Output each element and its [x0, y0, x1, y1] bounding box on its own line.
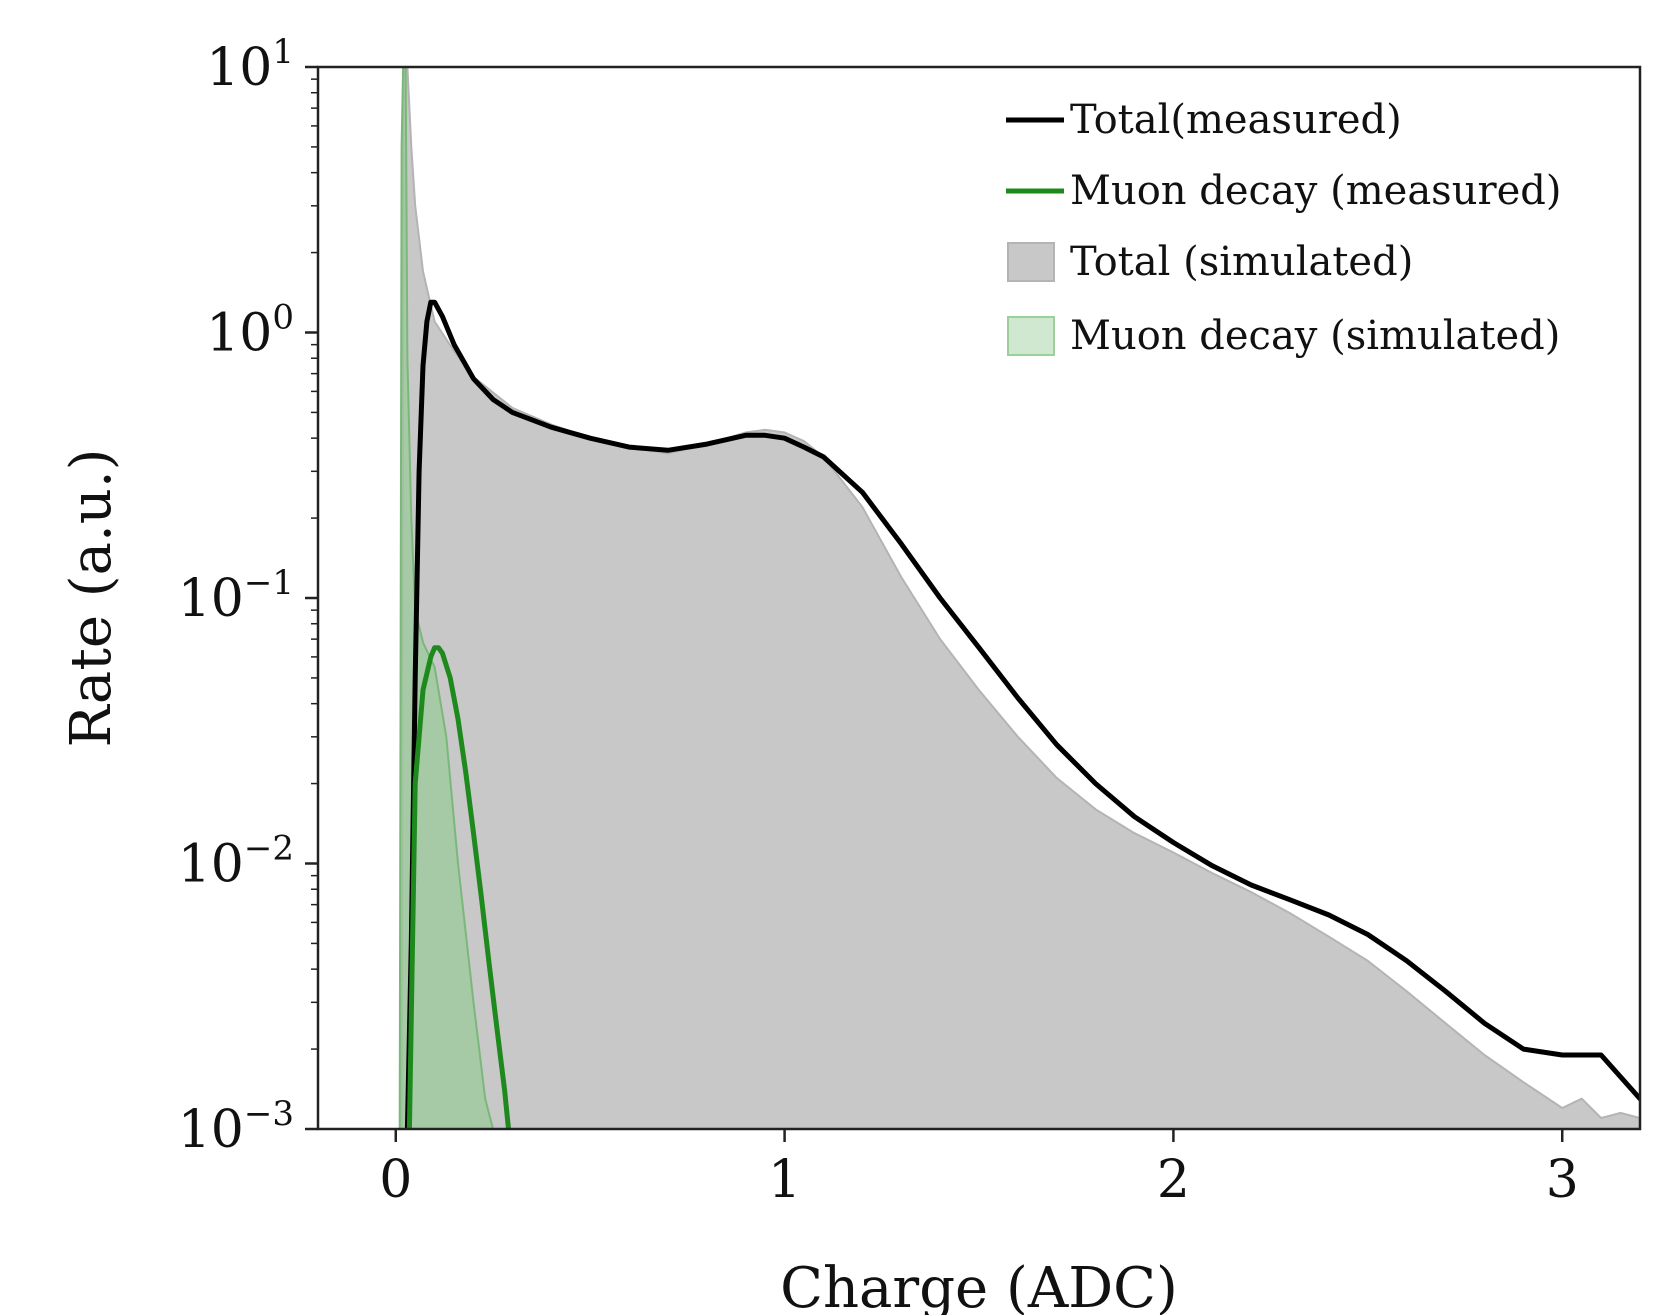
legend: Total(measured) Muon decay (measured) To… [1006, 97, 1561, 359]
y-tick-label: 10−1 [178, 563, 294, 629]
x-axis: 0 1 2 3 [379, 1129, 1579, 1210]
y-axis: 10−3 10−2 10−1 100 101 [178, 32, 318, 1160]
legend-swatch-total-simulated [1007, 242, 1055, 282]
x-axis-title: Charge (ADC) [780, 1256, 1178, 1315]
series-muon-decay-simulated [398, 67, 495, 1129]
legend-label-muon-measured: Muon decay (measured) [1070, 168, 1561, 214]
y-tick-label: 10−3 [178, 1094, 294, 1160]
y-tick-label: 101 [206, 32, 294, 98]
x-tick-label: 1 [768, 1150, 801, 1210]
y-axis-title: Rate (a.u.) [59, 448, 124, 747]
legend-label-total-simulated: Total (simulated) [1070, 239, 1413, 285]
legend-label-total-measured: Total(measured) [1070, 97, 1402, 143]
x-tick-label: 2 [1157, 1150, 1190, 1210]
y-tick-label: 100 [206, 298, 294, 364]
series-muon-decay-measured [406, 645, 511, 1129]
series-total-measured [404, 299, 1640, 1129]
legend-swatch-muon-simulated [1007, 316, 1055, 356]
series-total-simulated [400, 67, 1640, 1129]
y-tick-label: 10−2 [178, 829, 294, 895]
plot-area [398, 67, 1640, 1129]
x-tick-label: 0 [379, 1150, 412, 1210]
legend-label-muon-simulated: Muon decay (simulated) [1070, 313, 1560, 359]
x-tick-label: 3 [1546, 1150, 1579, 1210]
